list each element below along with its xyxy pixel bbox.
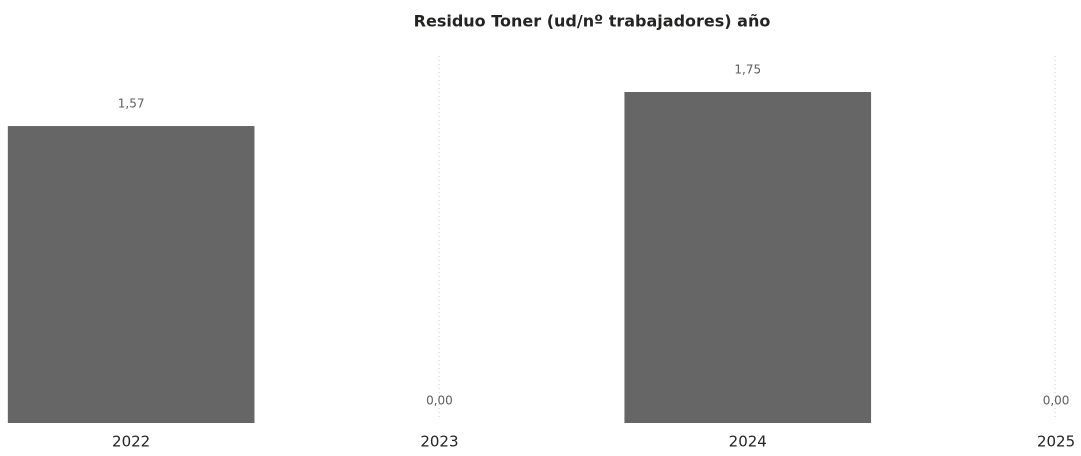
bar	[7, 126, 255, 423]
x-tick-label: 2025	[1037, 433, 1075, 451]
chart-title: Residuo Toner (ud/nº trabajadores) año	[414, 12, 771, 31]
data-label: 1,57	[118, 97, 145, 111]
data-label: 0,00	[426, 394, 453, 408]
x-tick-label: 2024	[729, 433, 767, 451]
data-label: 0,00	[1043, 394, 1070, 408]
data-label: 1,75	[734, 63, 761, 77]
bar	[624, 92, 872, 423]
x-tick-label: 2023	[420, 433, 458, 451]
x-tick-label: 2022	[112, 433, 150, 451]
